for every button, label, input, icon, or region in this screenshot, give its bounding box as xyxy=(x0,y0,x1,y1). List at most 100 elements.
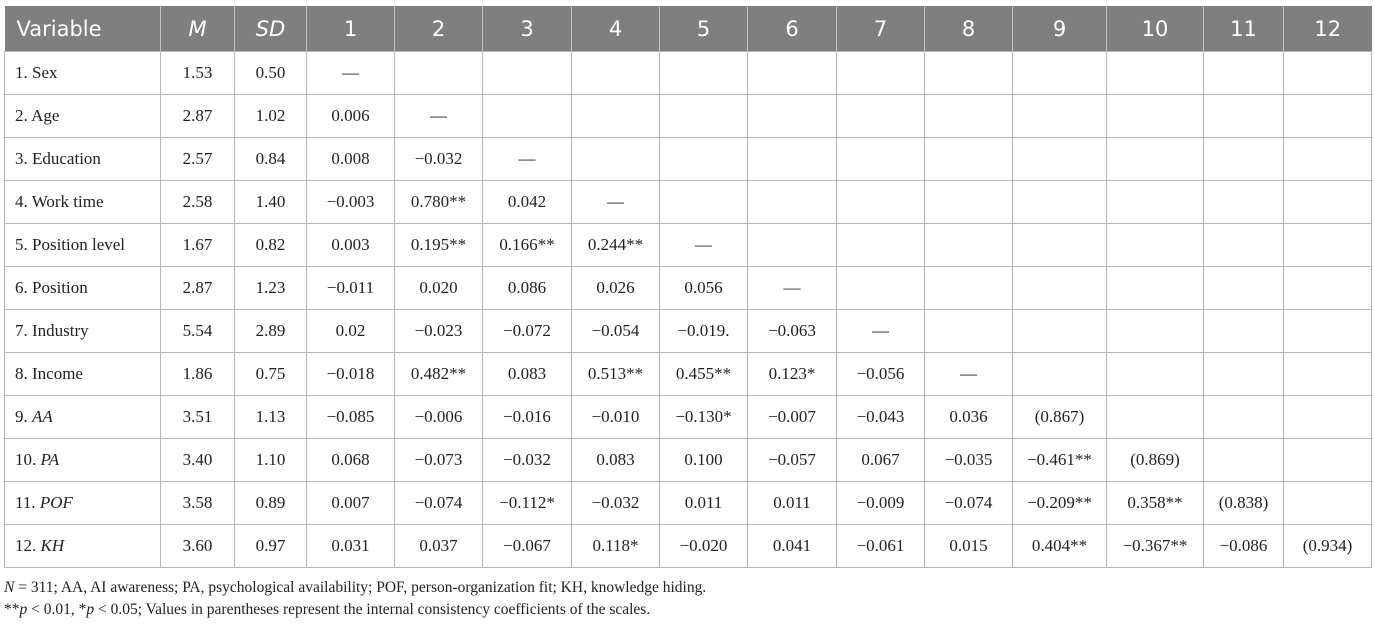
table-cell: (0.838) xyxy=(1203,481,1284,525)
table-cell: — xyxy=(394,94,483,138)
column-header: 1 xyxy=(306,6,395,52)
table-cell: 0.031 xyxy=(306,524,395,568)
table-cell: 0.75 xyxy=(234,352,307,396)
table-cell xyxy=(1203,266,1284,310)
table-cell: 1.86 xyxy=(160,352,235,396)
table-cell xyxy=(1203,438,1284,482)
table-notes: N = 311; AA, AI awareness; PA, psycholog… xyxy=(4,577,1371,621)
table-cell xyxy=(836,180,925,224)
table-cell: 0.068 xyxy=(306,438,395,482)
table-cell: 3.58 xyxy=(160,481,235,525)
table-cell xyxy=(1203,137,1284,181)
note-p-symbol: p xyxy=(19,601,28,618)
table-cell: −0.020 xyxy=(659,524,748,568)
table-cell xyxy=(1012,137,1107,181)
variable-name: Position level xyxy=(32,235,126,254)
table-cell: 0.003 xyxy=(306,223,395,267)
table-cell: −0.130* xyxy=(659,395,748,439)
table-cell xyxy=(747,51,837,95)
column-header: 10 xyxy=(1106,6,1204,52)
table-cell: — xyxy=(306,51,395,95)
variable-number: 12. xyxy=(15,536,37,555)
table-cell: 3.51 xyxy=(160,395,235,439)
table-cell xyxy=(1012,266,1107,310)
table-cell xyxy=(1283,180,1372,224)
table-cell xyxy=(924,94,1013,138)
table-cell: 0.083 xyxy=(571,438,660,482)
table-row: 5. Position level 1.67 0.82 0.003 0.195** 0.1… xyxy=(4,223,1372,267)
table-row: 10. PA 3.40 1.10 0.068 −0.073 −0.032 0.083 0.10… xyxy=(4,438,1372,482)
table-cell xyxy=(1203,51,1284,95)
table-cell: 1.53 xyxy=(160,51,235,95)
variable-name: Industry xyxy=(32,321,89,340)
table-cell: 0.123* xyxy=(747,352,837,396)
table-cell: — xyxy=(659,223,748,267)
table-cell: −0.461** xyxy=(1012,438,1107,482)
table-cell xyxy=(1012,51,1107,95)
table-cell xyxy=(1106,352,1204,396)
variable-name-cell: 12. KH xyxy=(4,524,161,568)
variable-name: AA xyxy=(32,407,53,426)
table-row: 1. Sex 1.53 0.50— xyxy=(4,51,1372,95)
table-row: 7. Industry 5.54 2.89 0.02 −0.023 −0.072 −0.05… xyxy=(4,309,1372,353)
variable-number: 4. xyxy=(15,192,28,211)
table-cell xyxy=(1203,94,1284,138)
variable-number: 1. xyxy=(15,63,28,82)
table-cell: 1.40 xyxy=(234,180,307,224)
table-cell: 2.87 xyxy=(160,266,235,310)
table-cell: — xyxy=(836,309,925,353)
table-cell xyxy=(1203,395,1284,439)
table-cell: −0.209** xyxy=(1012,481,1107,525)
variable-name-cell: 11. POF xyxy=(4,481,161,525)
table-cell: 0.82 xyxy=(234,223,307,267)
table-cell: −0.035 xyxy=(924,438,1013,482)
table-cell: 0.404** xyxy=(1012,524,1107,568)
variable-number: 8. xyxy=(15,364,28,383)
table-cell xyxy=(924,223,1013,267)
note-n-symbol: N xyxy=(4,579,15,596)
table-cell xyxy=(836,51,925,95)
column-header: 8 xyxy=(924,6,1013,52)
table-cell xyxy=(1106,180,1204,224)
table-cell: 3.60 xyxy=(160,524,235,568)
table-cell: −0.032 xyxy=(482,438,572,482)
table-cell: 2.58 xyxy=(160,180,235,224)
table-cell xyxy=(747,137,837,181)
table-cell: 0.84 xyxy=(234,137,307,181)
note-mid-text: < 0.01, * xyxy=(27,601,87,618)
variable-name: Age xyxy=(31,106,60,125)
table-cell xyxy=(1106,137,1204,181)
table-cell xyxy=(1106,395,1204,439)
table-cell xyxy=(1283,309,1372,353)
table-cell xyxy=(1283,94,1372,138)
table-cell xyxy=(659,94,748,138)
variable-name: Sex xyxy=(32,63,58,82)
table-row: 8. Income 1.86 0.75 −0.018 0.482** 0.083 0.513… xyxy=(4,352,1372,396)
table-cell: 0.02 xyxy=(306,309,395,353)
column-header: 12 xyxy=(1283,6,1372,52)
table-cell: (0.934) xyxy=(1283,524,1372,568)
table-cell: 0.086 xyxy=(482,266,572,310)
variable-name: Work time xyxy=(31,192,104,211)
table-cell: −0.074 xyxy=(394,481,483,525)
table-cell: −0.086 xyxy=(1203,524,1284,568)
table-cell: 0.056 xyxy=(659,266,748,310)
table-cell xyxy=(1012,223,1107,267)
variable-name: Position xyxy=(32,278,88,297)
table-row: 6. Position 2.87 1.23 −0.011 0.020 0.086 0.026… xyxy=(4,266,1372,310)
table-row: 9. AA 3.51 1.13 −0.085 −0.006 −0.016 −0.010 −0.… xyxy=(4,395,1372,439)
table-cell: 0.006 xyxy=(306,94,395,138)
table-cell xyxy=(1203,309,1284,353)
table-cell xyxy=(836,137,925,181)
table-cell xyxy=(571,137,660,181)
variable-number: 7. xyxy=(15,321,28,340)
variable-number: 9. xyxy=(15,407,28,426)
variable-number: 3. xyxy=(15,149,28,168)
note-stars: ** xyxy=(4,601,20,618)
table-cell xyxy=(482,94,572,138)
variable-name-cell: 4. Work time xyxy=(4,180,161,224)
column-header: 4 xyxy=(571,6,660,52)
table-cell xyxy=(836,266,925,310)
table-cell xyxy=(482,51,572,95)
table-cell xyxy=(394,51,483,95)
